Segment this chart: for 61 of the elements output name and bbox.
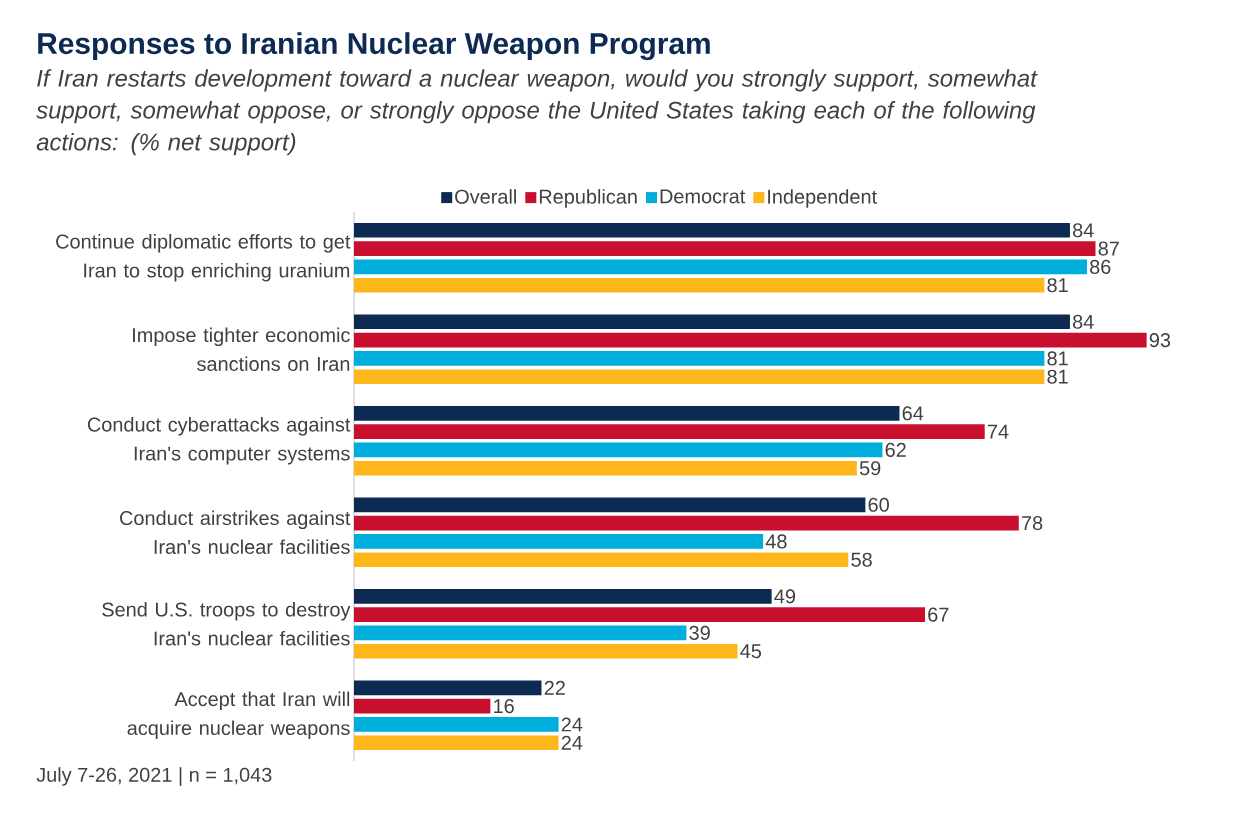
bar <box>354 424 985 439</box>
data-label: 93 <box>1149 333 1171 348</box>
bar <box>354 259 1087 275</box>
data-label: 24 <box>561 735 583 750</box>
data-label: 48 <box>765 534 787 549</box>
data-label: 24 <box>561 717 583 732</box>
data-label: 81 <box>1047 278 1068 293</box>
chart-title: Responses to Iranian Nuclear Weapon Program <box>38 32 710 61</box>
bar <box>354 314 1070 330</box>
y-tick-label: Conduct airstrikes against Iran's nuclear facilities <box>120 510 351 555</box>
y-tick-label: Accept that Iran will acquire nuclear weapons <box>127 691 350 739</box>
bar <box>354 405 900 421</box>
bar <box>354 717 559 732</box>
bar <box>354 534 764 549</box>
data-label: 84 <box>1072 223 1094 238</box>
bar <box>354 332 1147 348</box>
bar <box>354 698 491 714</box>
legend-label: Republican <box>539 189 637 208</box>
text: July 7-26, 2021 | n = 1,043 <box>36 767 272 786</box>
legend-label: Overall <box>455 189 516 204</box>
data-label: 59 <box>859 461 881 476</box>
data-label: 74 <box>987 424 1009 439</box>
bar <box>354 442 883 458</box>
data-label: 64 <box>902 406 924 421</box>
bar <box>354 680 542 696</box>
data-label: 16 <box>494 699 514 714</box>
bar <box>354 241 1096 256</box>
data-label: 58 <box>851 552 872 567</box>
data-label: 49 <box>774 589 796 604</box>
bar <box>354 277 1045 293</box>
bar <box>354 369 1045 385</box>
legend-label: Democrat <box>660 189 746 204</box>
data-label: 22 <box>544 680 565 695</box>
data-label: 67 <box>928 607 949 622</box>
bar <box>354 460 857 476</box>
data-label: 81 <box>1047 351 1068 366</box>
bar <box>354 625 687 641</box>
bar <box>354 588 772 604</box>
bar <box>354 735 559 751</box>
data-label: 86 <box>1090 259 1111 274</box>
bar <box>354 552 849 568</box>
data-label: 60 <box>868 497 889 512</box>
bar <box>354 222 1070 238</box>
data-label: 62 <box>885 442 906 457</box>
chart-subtitle: If Iran restarts development toward a nuclear weapon, would you strongly support, somewhat support, somewhat oppose, or strongly oppose the United States taking each of the following actions: (% net support) <box>36 69 1038 156</box>
data-label: 84 <box>1072 314 1094 329</box>
data-label: 45 <box>740 644 762 659</box>
data-label: 39 <box>689 625 710 640</box>
bar <box>354 643 738 659</box>
legend-label: Independent <box>768 189 877 208</box>
y-tick-label: Impose tighter economic sanctions on Iran <box>133 327 350 372</box>
bar <box>354 607 926 622</box>
data-label: 78 <box>1022 516 1043 531</box>
y-tick-label: Send U.S. troops to destroy Iran's nuclear facilities <box>102 601 351 646</box>
bar <box>354 515 1019 531</box>
data-label: 81 <box>1047 369 1068 384</box>
y-tick-label: Continue diplomatic efforts to get Iran to stop enriching uranium <box>56 234 351 282</box>
bar <box>354 351 1045 366</box>
data-label: 87 <box>1098 241 1119 256</box>
y-tick-label: Conduct cyberattacks against Iran's computer systems <box>87 417 351 465</box>
bar <box>354 497 866 513</box>
